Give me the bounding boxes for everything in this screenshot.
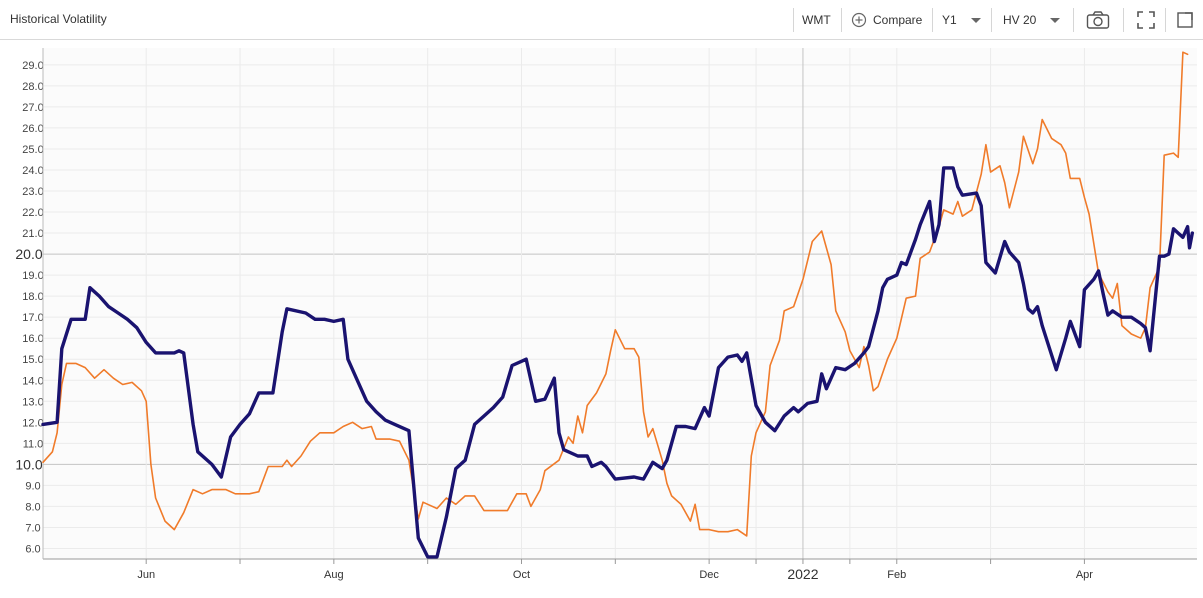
toolbar-divider <box>932 8 933 32</box>
y-tick-label: 29.0 <box>22 60 43 72</box>
toolbar-divider <box>1073 8 1074 32</box>
indicator-dropdown[interactable]: HV 20 <box>1003 8 1061 32</box>
y-tick-label: 21.0 <box>22 228 43 240</box>
y-tick-label: 27.0 <box>22 102 43 114</box>
y-tick-label: 17.0 <box>22 312 43 324</box>
y-tick-label: 13.0 <box>22 396 43 408</box>
volatility-chart: 6.0 7.0 8.0 9.0 10.0 11.0 12.0 13.0 14.0 15.0 16.0… <box>15 48 1197 582</box>
compare-label: Compare <box>873 13 923 27</box>
compare-button[interactable]: Compare <box>851 8 922 32</box>
y-tick-label: 16.0 <box>22 333 43 345</box>
toolbar-divider <box>1123 8 1124 32</box>
chevron-down-icon <box>1050 17 1061 23</box>
series-line-orange <box>42 51 1189 537</box>
toolbar-divider <box>841 8 842 32</box>
x-tick-label: Oct <box>513 569 530 581</box>
x-tick-label: Dec <box>699 569 719 581</box>
y-tick-label: 10.0 <box>15 456 42 472</box>
grid-layer <box>43 48 1197 559</box>
y-tick-label: 22.0 <box>22 207 43 219</box>
period-value: Y1 <box>942 13 957 27</box>
x-tick-label: 2022 <box>787 566 818 582</box>
series-line-navy <box>41 166 1194 559</box>
y-tick-label: 18.0 <box>22 291 43 303</box>
y-tick-label: 14.0 <box>22 375 43 387</box>
camera-icon <box>1086 11 1110 29</box>
series-layer <box>41 51 1194 559</box>
screenshot-button[interactable] <box>1086 8 1110 32</box>
y-tick-label: 7.0 <box>25 522 40 534</box>
y-tick-label: 23.0 <box>22 186 43 198</box>
y-tick-label: 6.0 <box>25 543 40 555</box>
y-tick-label: 20.0 <box>15 246 42 262</box>
toolbar-divider <box>793 8 794 32</box>
y-tick-label: 9.0 <box>25 480 40 492</box>
x-tick-label: Apr <box>1076 569 1093 581</box>
x-tick-label: Feb <box>887 569 906 581</box>
axis-layer: 6.0 7.0 8.0 9.0 10.0 11.0 12.0 13.0 14.0 15.0 16.0… <box>15 48 1197 582</box>
indicator-value: HV 20 <box>1003 13 1037 27</box>
plot-background <box>43 48 1197 559</box>
chart-toolbar: Historical Volatility WMT Compare Y1 HV … <box>0 0 1203 40</box>
chevron-down-icon <box>970 17 981 23</box>
ticker-button[interactable]: WMT <box>802 13 831 27</box>
y-tick-label: 11.0 <box>23 438 44 450</box>
y-tick-label: 19.0 <box>22 270 43 282</box>
y-tick-label: 15.0 <box>22 354 43 366</box>
y-tick-label: 25.0 <box>22 144 43 156</box>
popout-icon <box>1177 12 1193 28</box>
x-tick-label: Jun <box>137 569 155 581</box>
y-tick-label: 28.0 <box>22 81 43 93</box>
x-tick-label: Aug <box>324 569 344 581</box>
y-tick-label: 24.0 <box>22 165 43 177</box>
y-tick-label: 12.0 <box>22 417 43 429</box>
fullscreen-icon <box>1137 11 1155 29</box>
toolbar-divider <box>1165 8 1166 32</box>
popout-button[interactable] <box>1175 8 1195 32</box>
y-tick-label: 8.0 <box>25 501 40 513</box>
period-dropdown[interactable]: Y1 <box>942 8 981 32</box>
chart-area: 6.0 7.0 8.0 9.0 10.0 11.0 12.0 13.0 14.0 15.0 16.0… <box>0 40 1203 593</box>
y-tick-label: 26.0 <box>22 123 43 135</box>
fullscreen-button[interactable] <box>1136 8 1156 32</box>
plus-circle-icon <box>851 12 867 28</box>
chart-title: Historical Volatility <box>10 12 107 26</box>
toolbar-divider <box>991 8 992 32</box>
